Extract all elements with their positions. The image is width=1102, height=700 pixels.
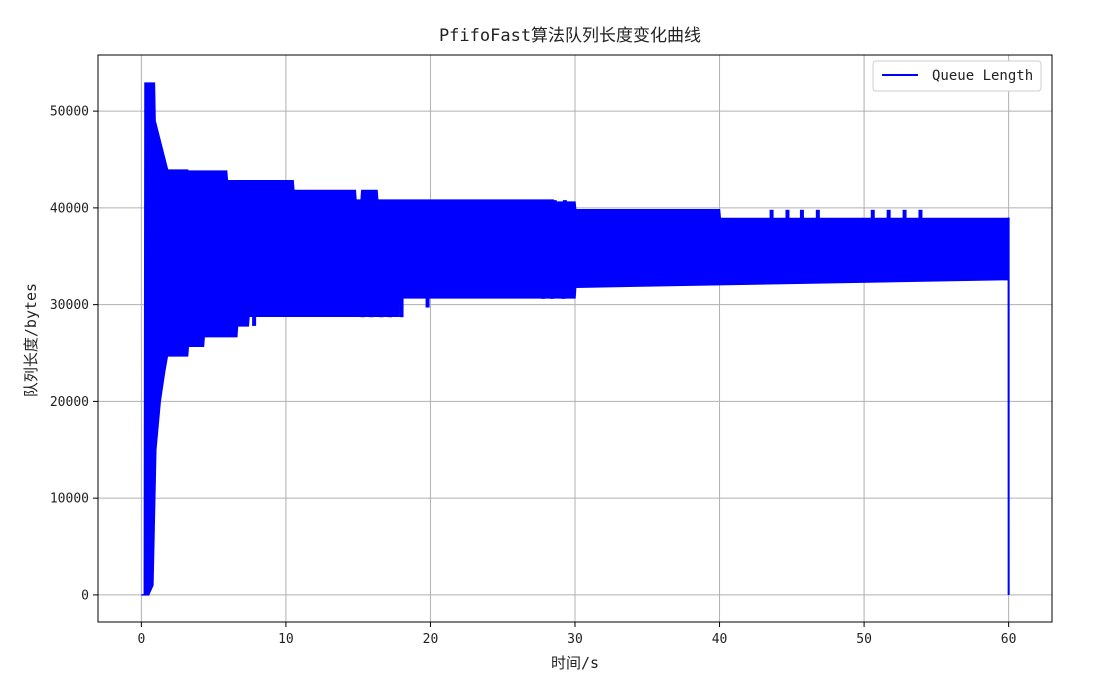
y-tick-label: 10000	[50, 492, 89, 507]
x-tick-label: 10	[278, 632, 294, 647]
queue-length-spike-lower	[399, 295, 404, 318]
queue-length-spike-upper	[902, 209, 907, 221]
queue-length-spike-upper	[769, 209, 774, 221]
x-tick-label: 50	[856, 632, 872, 647]
queue-length-spike-lower	[252, 314, 257, 326]
y-axis-label: 队列长度/bytes	[22, 283, 40, 397]
queue-length-spike-lower	[541, 295, 546, 299]
queue-length-spike-lower	[387, 314, 392, 318]
queue-length-spike-upper	[785, 209, 790, 221]
queue-length-spike-upper	[886, 209, 891, 221]
queue-length-spike-upper	[562, 200, 567, 205]
legend-box	[872, 60, 1042, 92]
x-tick-label: 20	[423, 632, 439, 647]
y-tick-label: 20000	[50, 395, 89, 410]
chart-title: PfifoFast算法队列长度变化曲线	[439, 26, 701, 46]
queue-length-spike-lower	[360, 314, 365, 318]
x-axis-ticks: 0 10 20 30 40 50 60	[137, 622, 1016, 647]
legend-label-queue-length: Queue Length	[932, 68, 1033, 84]
queue-length-spike-lower	[561, 295, 566, 299]
y-tick-label: 0	[81, 588, 89, 603]
queue-length-spike-upper	[815, 209, 820, 221]
queue-length-spike-upper	[918, 209, 923, 221]
queue-length-spike-upper	[799, 209, 804, 221]
legend: Queue Length	[872, 60, 1042, 92]
queue-length-spike-lower	[425, 295, 430, 308]
y-axis-ticks: 0 10000 20000 30000 40000 50000	[50, 105, 98, 603]
plot-area: 0 10 20 30 40 50 60 0 10000 20000 30000 40000 50000	[50, 54, 1053, 647]
x-tick-label: 0	[137, 632, 145, 647]
x-axis-label: 时间/s	[551, 654, 599, 672]
y-tick-label: 50000	[50, 105, 89, 120]
queue-length-spike-lower	[549, 295, 554, 299]
y-tick-label: 30000	[50, 298, 89, 313]
x-tick-label: 60	[1001, 632, 1017, 647]
data-layer	[141, 82, 1010, 596]
queue-length-spike-lower	[369, 314, 374, 318]
x-tick-label: 30	[567, 632, 583, 647]
x-tick-label: 40	[712, 632, 728, 647]
queue-length-spike-lower	[379, 314, 384, 318]
y-tick-label: 40000	[50, 201, 89, 216]
queue-length-spike-upper	[870, 209, 875, 221]
queue-length-spike-upper	[552, 200, 557, 205]
